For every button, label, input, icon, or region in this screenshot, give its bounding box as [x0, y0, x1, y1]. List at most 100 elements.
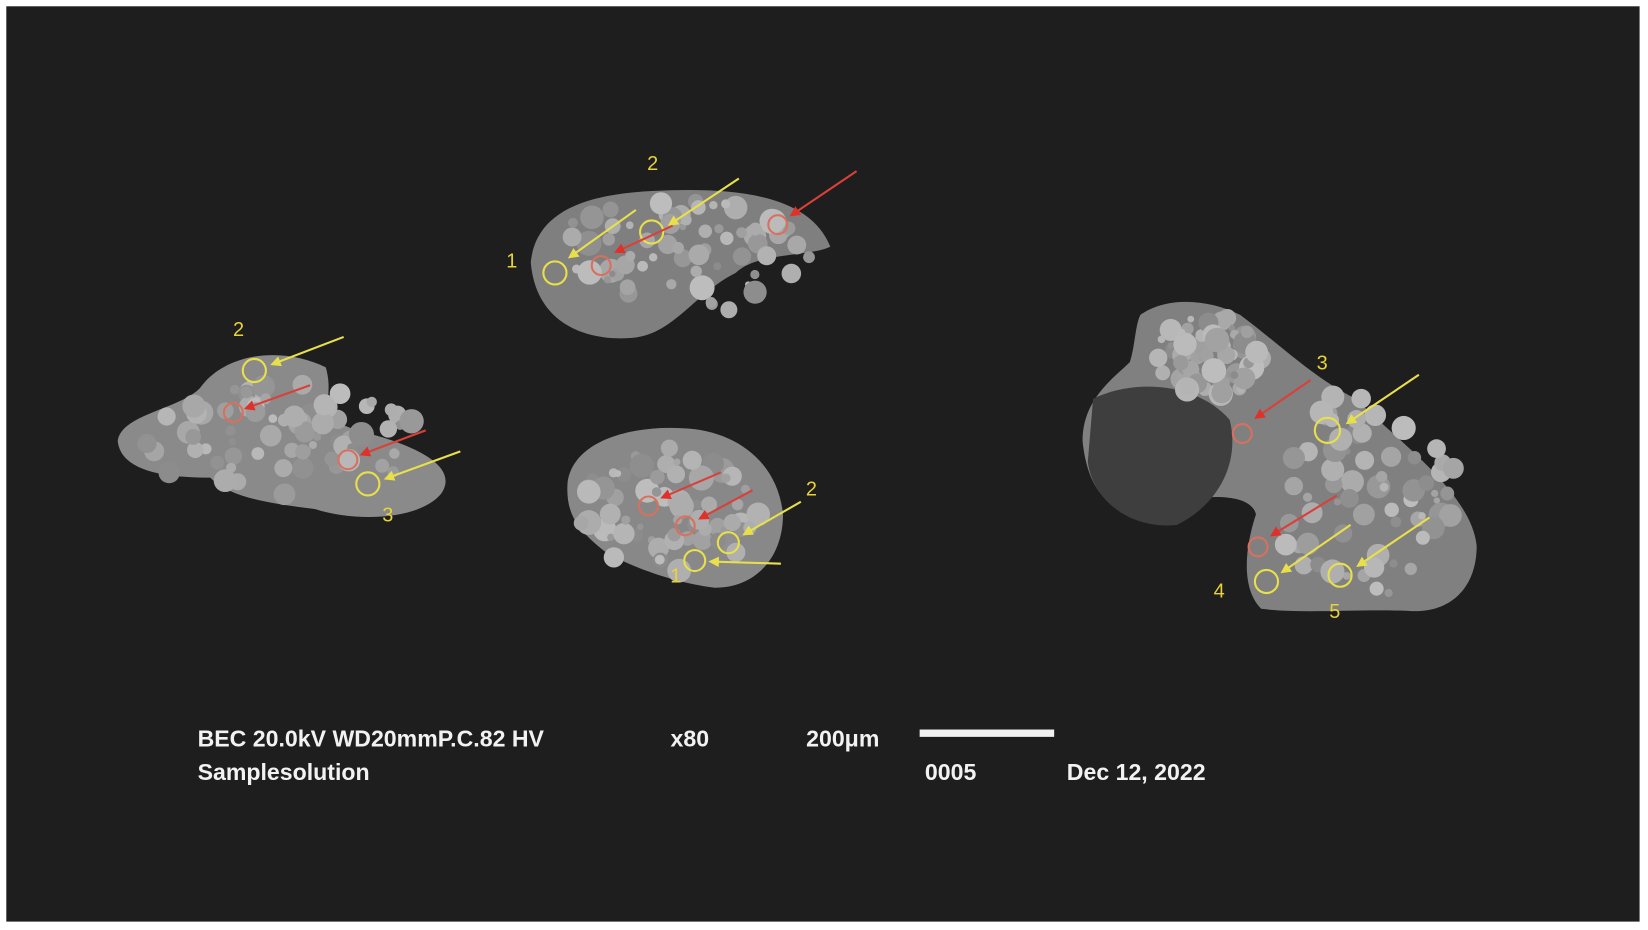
grain	[621, 515, 631, 525]
grain	[251, 447, 265, 460]
grain	[1333, 498, 1342, 506]
grain	[750, 269, 760, 280]
arrow	[1254, 379, 1312, 419]
grain	[1179, 377, 1197, 396]
grain	[274, 459, 293, 478]
grain	[1296, 532, 1320, 555]
grain	[348, 421, 374, 448]
circle-marker	[767, 214, 789, 236]
grain	[1351, 388, 1371, 409]
grain	[562, 227, 582, 247]
grain	[1173, 355, 1189, 371]
grain	[781, 263, 802, 284]
arrow	[243, 384, 311, 411]
grain	[672, 241, 685, 254]
grain	[1155, 365, 1171, 381]
grain	[723, 514, 741, 532]
grain	[1228, 324, 1236, 332]
grain	[1352, 503, 1375, 526]
grain	[577, 480, 601, 504]
grain	[637, 260, 648, 272]
grain	[1192, 353, 1200, 361]
grain	[1404, 562, 1417, 576]
grain	[787, 235, 807, 255]
grain	[713, 262, 722, 271]
circle-marker	[639, 219, 665, 245]
circle-marker	[542, 260, 568, 286]
grain	[1284, 476, 1303, 496]
grain	[389, 448, 400, 459]
grain	[731, 498, 744, 511]
arrow	[1269, 494, 1338, 537]
arrow	[567, 209, 637, 259]
grain	[1342, 572, 1351, 580]
arrow	[359, 429, 427, 457]
point-label: 3	[382, 505, 393, 527]
grain	[1391, 415, 1416, 441]
grain	[324, 451, 339, 467]
grain	[637, 523, 644, 531]
grain	[1440, 486, 1455, 501]
particle	[117, 355, 446, 518]
grain	[748, 222, 762, 236]
grain	[311, 412, 334, 435]
info-text: BEC 20.0kV WD20mmP.C.82 HV	[198, 725, 545, 751]
grain	[1282, 447, 1305, 470]
circle-marker	[674, 515, 696, 537]
grain	[1321, 458, 1345, 482]
grain	[616, 467, 632, 482]
grain	[329, 383, 351, 405]
grain	[721, 199, 731, 209]
grain	[709, 201, 718, 210]
grain	[292, 457, 314, 479]
grain	[1389, 559, 1398, 568]
point-label: 1	[506, 251, 517, 273]
grain	[669, 493, 694, 519]
grain	[1340, 470, 1364, 494]
grain	[602, 201, 619, 218]
grain	[1363, 557, 1385, 578]
grain	[666, 279, 677, 290]
grain	[736, 227, 747, 238]
grain	[743, 280, 767, 304]
grain	[654, 554, 665, 565]
grain	[573, 515, 589, 531]
grain	[650, 469, 665, 485]
grain	[1245, 340, 1268, 364]
circle-marker	[1231, 423, 1253, 445]
grain	[732, 247, 752, 266]
info-text: 200μm	[806, 725, 879, 751]
point-label: 3	[1317, 352, 1328, 374]
grain	[629, 453, 654, 478]
grain	[603, 275, 612, 284]
grain	[1173, 332, 1197, 356]
grain	[308, 440, 317, 450]
grain	[688, 244, 710, 266]
grain	[240, 386, 253, 399]
info-bar: BEC 20.0kV WD20mmP.C.82 HV x80 200μm Sam…	[198, 725, 1206, 785]
point-label: 4	[1214, 580, 1225, 602]
grain	[614, 470, 622, 477]
grain	[185, 429, 202, 445]
grain	[1339, 489, 1359, 508]
grain	[1375, 471, 1388, 483]
point-label: 2	[806, 478, 817, 500]
arrow	[742, 500, 802, 536]
grain	[1369, 581, 1384, 596]
arrow	[660, 471, 722, 500]
grain	[723, 195, 748, 220]
grain	[313, 394, 335, 416]
grain	[1240, 325, 1254, 339]
grain	[720, 301, 738, 319]
grain	[158, 461, 180, 484]
grain	[567, 217, 578, 228]
grain	[1407, 451, 1422, 465]
circle-marker	[337, 449, 359, 471]
circle-marker	[716, 531, 740, 555]
grain	[613, 522, 635, 545]
grain	[1415, 530, 1430, 545]
grain	[1355, 450, 1375, 470]
grain	[229, 384, 240, 395]
grain	[1418, 475, 1435, 491]
